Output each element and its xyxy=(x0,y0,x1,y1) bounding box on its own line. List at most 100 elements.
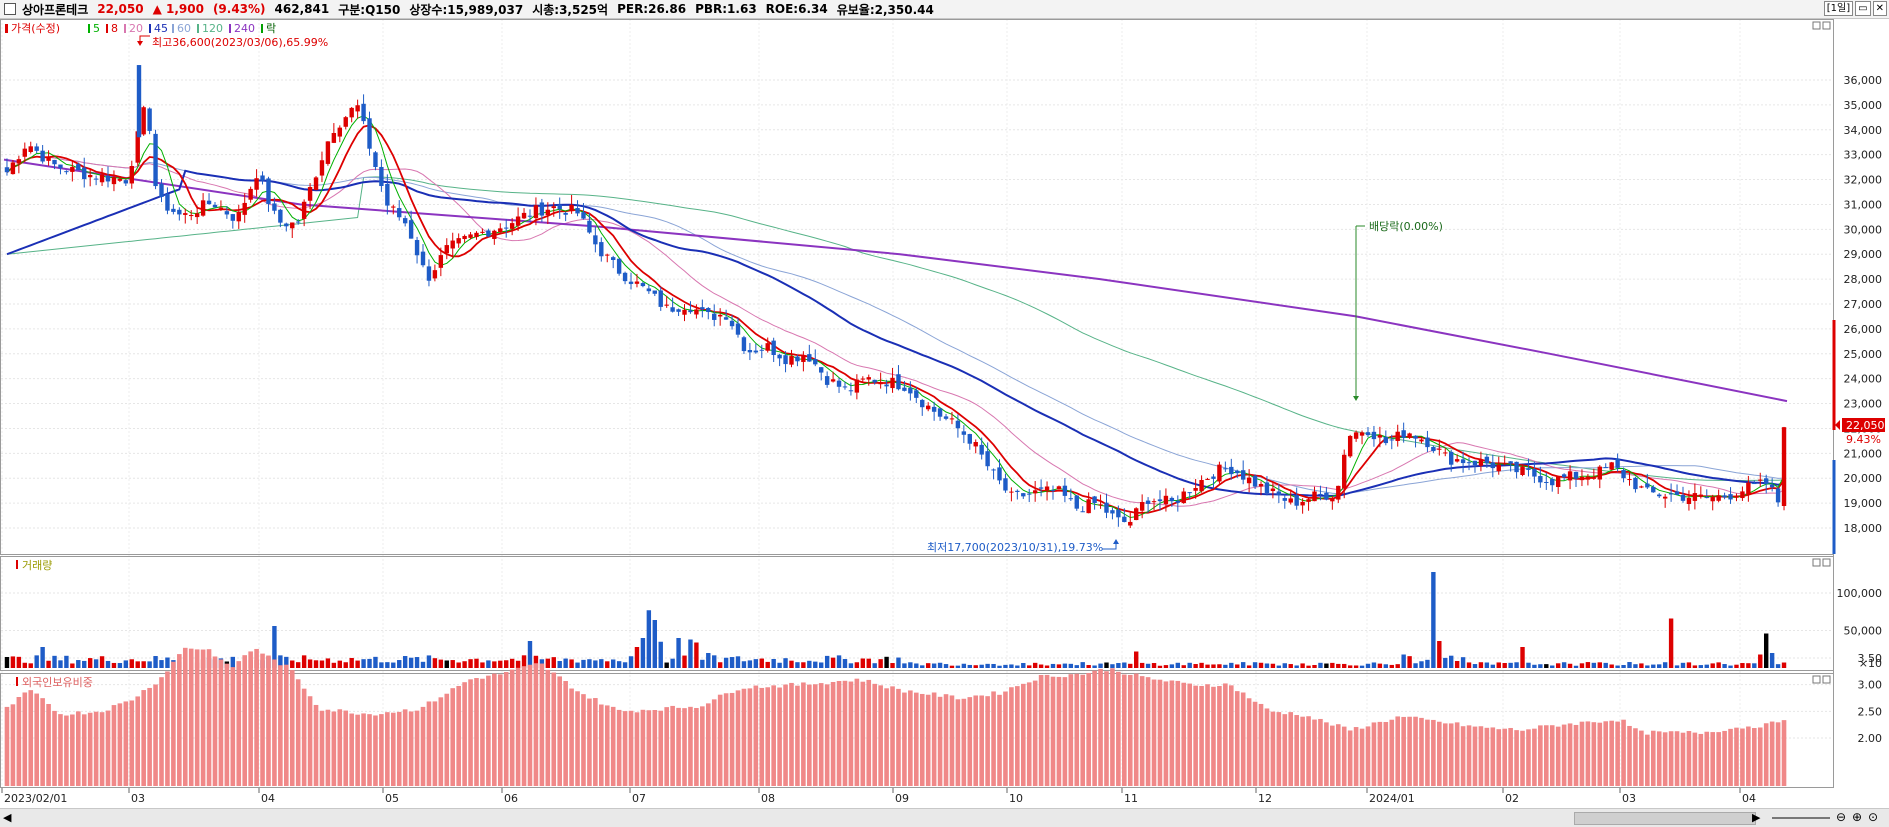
foreign-ratio-bar xyxy=(765,687,771,786)
candle-body xyxy=(1579,476,1585,481)
ma240-label: 240 xyxy=(234,22,255,35)
volume-bar xyxy=(1074,665,1079,668)
volume-bar xyxy=(1359,665,1365,668)
volume-bar xyxy=(991,663,996,668)
foreign-ratio-bar xyxy=(1228,685,1234,786)
horizontal-scrollbar[interactable]: ◀ ▶ ⊖ ⊕ ⊙ xyxy=(0,808,1889,827)
volume-bar xyxy=(402,656,408,668)
foreign-ratio-bar xyxy=(1276,712,1282,786)
panel-controls[interactable] xyxy=(1812,21,1831,684)
foreign-ratio-bar xyxy=(1639,730,1644,786)
foreign-ratio-bar xyxy=(1508,727,1513,786)
foreign-ratio-bar xyxy=(1122,674,1127,786)
volume-bar xyxy=(284,656,289,668)
volume-bar xyxy=(1734,664,1739,668)
scroll-left-button[interactable]: ◀ xyxy=(3,811,12,824)
foreign-ratio-bar xyxy=(1169,680,1175,786)
price-tick-label: 30,000 xyxy=(1844,223,1883,236)
zoom-slider[interactable] xyxy=(1772,817,1830,819)
volume-bar xyxy=(1591,662,1597,668)
window-checkbox[interactable] xyxy=(4,3,16,15)
price-change: ▲ 1,900 xyxy=(152,2,204,16)
foreign-ratio-bar xyxy=(1383,722,1389,786)
zoom-reset-icon[interactable]: ⊙ xyxy=(1868,810,1879,824)
scroll-right-button[interactable]: ▶ xyxy=(1752,811,1761,824)
foreign-ratio-bar xyxy=(224,663,230,786)
candle-body xyxy=(373,152,378,168)
volume-bar xyxy=(426,655,432,668)
low-annotation: 최저17,700(2023/10/31),19.73% xyxy=(927,539,1119,554)
foreign-ratio-bar xyxy=(1217,686,1222,786)
foreign-ratio-bar xyxy=(266,655,271,786)
foreign-ratio-bar xyxy=(634,712,640,786)
volume-bar xyxy=(521,655,527,668)
volume-bar xyxy=(1116,663,1121,668)
volume-bar xyxy=(1419,661,1424,668)
foreign-ratio-bar xyxy=(1555,726,1561,786)
candle-body xyxy=(1508,461,1513,464)
volume-bar xyxy=(462,661,467,668)
volume-bar xyxy=(1276,665,1282,668)
volume-bar xyxy=(563,658,568,668)
candle-body xyxy=(563,212,568,215)
candle-body xyxy=(1431,446,1436,452)
volume-bar xyxy=(1217,664,1222,668)
candle-body xyxy=(171,208,176,212)
candle-body xyxy=(153,133,158,187)
foreign-ratio-bar xyxy=(230,667,236,786)
volume-bar xyxy=(723,657,729,668)
period-button[interactable]: [1일] xyxy=(1823,1,1854,16)
foreign-ratio-bar xyxy=(1157,679,1163,786)
volume-bar xyxy=(1211,664,1216,668)
foreign-ratio-bar xyxy=(1567,723,1573,786)
candle-body xyxy=(402,218,408,224)
volume-bar xyxy=(1110,664,1115,668)
zoom-out-icon[interactable]: ⊖ xyxy=(1836,810,1847,824)
foreign-ratio-bar xyxy=(1044,674,1050,786)
candle-body xyxy=(967,434,972,444)
foreign-ratio-bar xyxy=(1621,719,1626,786)
candle-body xyxy=(141,107,146,135)
volume-bar xyxy=(480,662,485,668)
ma60-swatch xyxy=(172,24,174,33)
volume-bar xyxy=(349,657,354,668)
candle-body xyxy=(1567,471,1573,481)
minimize-button[interactable]: ▭ xyxy=(1855,1,1871,16)
foreign-ratio-bar xyxy=(105,710,111,786)
foreign-ratio-bar xyxy=(10,704,16,786)
foreign-ratio-bar xyxy=(1502,728,1507,786)
foreign-ratio-bar xyxy=(1549,725,1555,786)
stock-name[interactable]: 상아프론테크 xyxy=(22,2,89,17)
candle-body xyxy=(842,386,848,388)
candle-body xyxy=(474,232,479,238)
foreign-ratio-bar xyxy=(1038,674,1044,786)
candle-body xyxy=(1496,464,1501,472)
volume-bar xyxy=(1264,663,1270,668)
foreign-ratio-bar xyxy=(961,698,967,786)
candle-body xyxy=(610,257,616,260)
zoom-in-icon[interactable]: ⊕ xyxy=(1852,810,1863,824)
candle-body xyxy=(646,288,652,292)
high-annotation: 최고36,600(2023/03/06),65.99% xyxy=(137,35,328,49)
close-button[interactable]: ✕ xyxy=(1872,1,1887,16)
volume-bar xyxy=(1122,662,1127,668)
volume-bar xyxy=(1413,663,1418,668)
foreign-ratio-bar xyxy=(1270,711,1276,786)
candle-body xyxy=(1336,485,1341,500)
volume-bar xyxy=(272,626,277,668)
volume-bar xyxy=(866,658,871,668)
volume-bar xyxy=(1538,664,1543,668)
volume-bar xyxy=(1561,662,1567,668)
foreign-ratio-bar xyxy=(177,654,182,786)
candle-body xyxy=(1758,479,1763,481)
foreign-ratio-bar xyxy=(1056,676,1062,786)
volume-bar xyxy=(1175,662,1181,668)
volume-bar xyxy=(28,663,33,668)
candle-body xyxy=(379,166,384,187)
scroll-thumb[interactable] xyxy=(1574,812,1756,825)
foreign-ratio-bar xyxy=(1478,726,1484,786)
volume-bar xyxy=(1330,662,1335,668)
volume-bar xyxy=(1597,662,1602,668)
foreign-ratio-bar xyxy=(848,681,854,786)
